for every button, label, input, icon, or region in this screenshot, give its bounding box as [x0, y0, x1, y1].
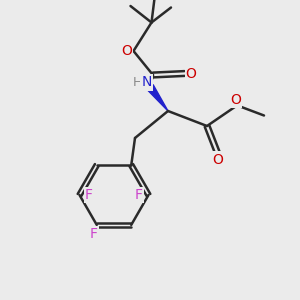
Text: H: H	[133, 76, 142, 89]
Polygon shape	[147, 85, 168, 111]
Text: F: F	[135, 188, 143, 202]
Text: N: N	[141, 76, 152, 89]
Text: O: O	[230, 93, 241, 107]
Text: O: O	[186, 67, 196, 80]
Text: O: O	[122, 44, 132, 58]
Text: F: F	[85, 188, 93, 202]
Text: F: F	[90, 227, 98, 242]
Text: O: O	[212, 153, 223, 166]
